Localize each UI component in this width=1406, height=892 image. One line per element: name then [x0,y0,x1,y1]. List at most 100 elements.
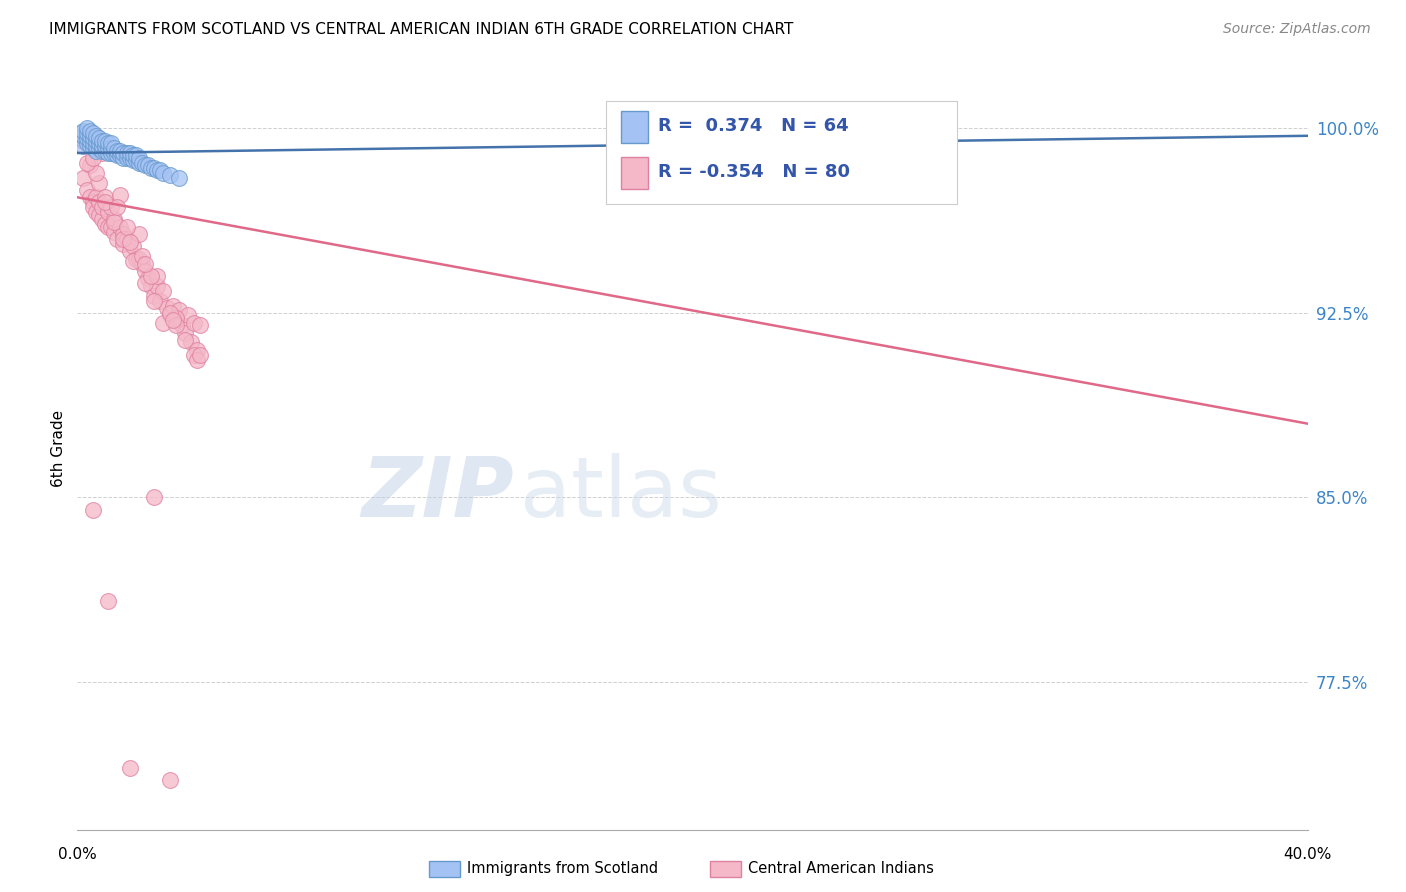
Point [72,138,94,153]
Point [87,207,110,221]
Text: 0.0%: 0.0% [58,847,97,862]
Point [69,131,91,145]
Point [170,318,193,333]
Point [131,156,153,170]
Point [105,144,128,158]
Point [110,144,132,158]
Point [115,151,138,165]
Point [152,316,174,330]
Point [112,146,135,161]
Point [94,218,117,232]
Point [79,138,101,153]
Point [186,343,208,357]
Point [115,219,138,234]
Point [110,219,132,234]
Point [134,264,156,278]
Point [76,126,98,140]
Point [118,244,141,259]
Text: Central American Indians: Central American Indians [748,862,934,876]
Point [159,773,181,788]
Point [146,268,169,283]
Text: R =  0.374   N = 64: R = 0.374 N = 64 [658,118,849,136]
Point [149,293,172,308]
Point [167,303,190,318]
Point [121,239,143,253]
Point [143,491,166,505]
Point [72,134,94,148]
Point [103,146,125,161]
Point [121,153,143,168]
Point [131,249,153,263]
Point [162,313,184,327]
Point [84,134,107,148]
Point [134,257,156,271]
Point [146,278,169,293]
Point [118,151,141,165]
Point [100,200,122,214]
Point [134,158,156,172]
Point [94,195,117,210]
Point [112,237,135,252]
Point [115,232,138,246]
Point [149,163,172,178]
Point [141,268,163,283]
Text: IMMIGRANTS FROM SCOTLAND VS CENTRAL AMERICAN INDIAN 6TH GRADE CORRELATION CHART: IMMIGRANTS FROM SCOTLAND VS CENTRAL AMER… [49,22,793,37]
Point [136,271,159,285]
Point [105,200,128,214]
Point [125,153,148,168]
Point [128,252,150,266]
Point [90,144,114,158]
Point [121,148,143,162]
Point [112,232,135,246]
Point [131,257,153,271]
Point [82,126,104,140]
Point [84,190,107,204]
Point [84,138,107,153]
Point [141,278,163,293]
Point [103,141,125,155]
Point [76,156,98,170]
Point [152,166,174,180]
Point [159,309,181,323]
Point [143,161,166,175]
Point [82,131,104,145]
Point [152,284,174,298]
Point [174,333,197,347]
Point [141,161,163,175]
Text: R = -0.354   N = 80: R = -0.354 N = 80 [658,163,851,181]
Point [143,288,166,302]
Point [118,761,141,775]
Point [76,121,98,136]
Point [180,335,202,350]
Point [121,254,143,268]
Point [165,318,187,333]
Point [177,309,200,323]
Point [72,128,94,143]
Point [76,183,98,197]
Point [162,299,184,313]
FancyBboxPatch shape [606,101,957,204]
Point [125,252,148,266]
Point [87,195,110,210]
Point [82,136,104,150]
Point [90,134,114,148]
Point [79,124,101,138]
Point [79,128,101,143]
Point [103,215,125,229]
Point [105,148,128,162]
Point [94,190,117,204]
Point [69,126,91,140]
Point [174,326,197,340]
Point [118,146,141,161]
Point [87,176,110,190]
Point [84,166,107,180]
Point [90,146,114,161]
Point [159,306,181,320]
Point [82,141,104,155]
Point [136,158,159,172]
Point [94,134,117,148]
Point [186,352,208,367]
Point [188,318,212,333]
Point [82,151,104,165]
Point [94,138,117,153]
